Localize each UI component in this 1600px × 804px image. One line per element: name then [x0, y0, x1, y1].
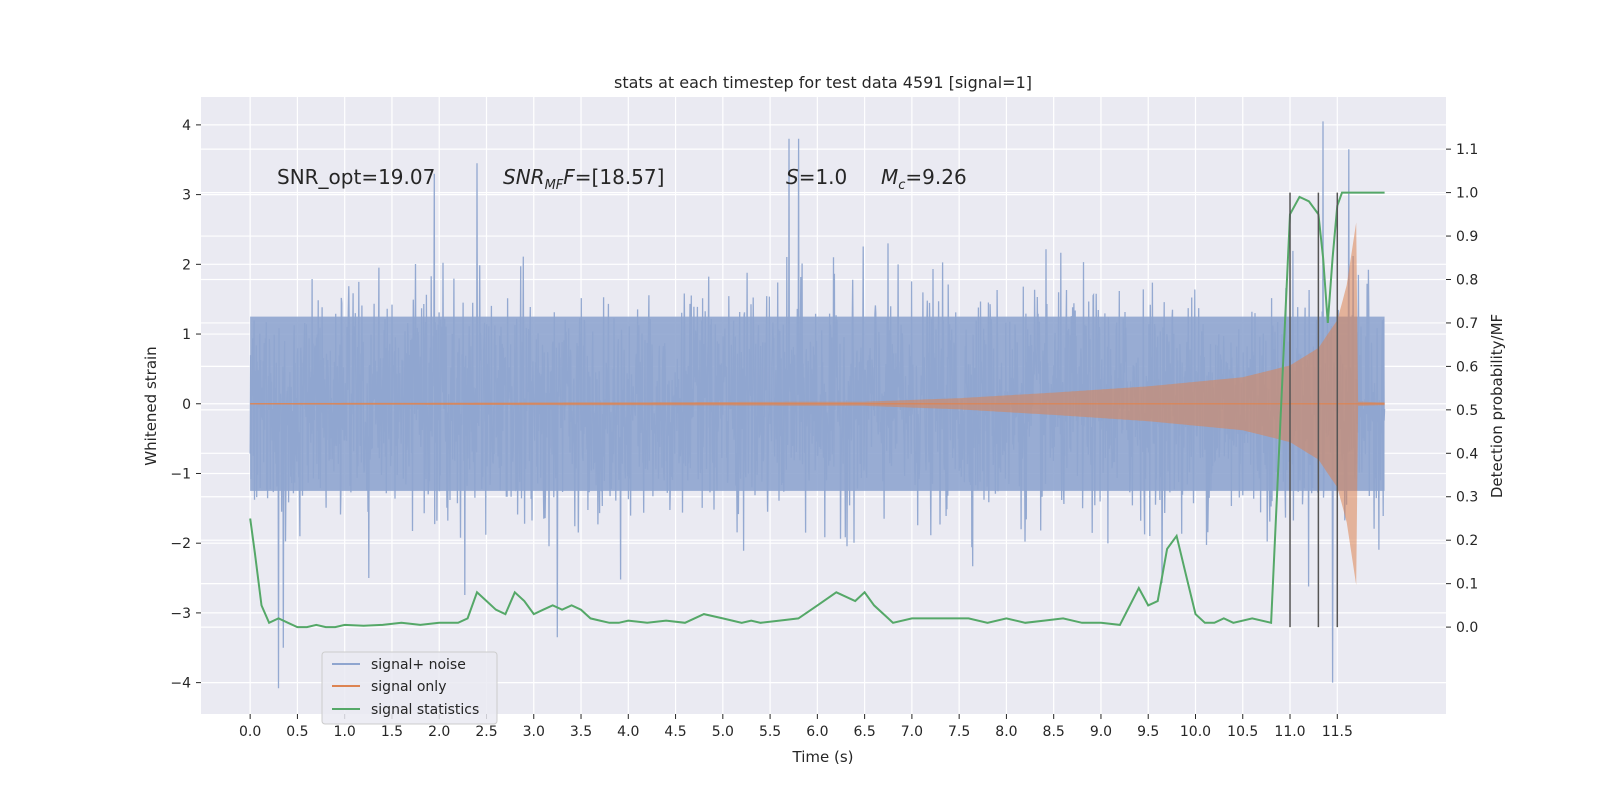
- y-right-tick-label-5: 0.5: [1456, 403, 1478, 419]
- y-right-tick-label-7: 0.7: [1456, 316, 1478, 332]
- x-tick-label-4: 2.0: [428, 724, 450, 740]
- x-tick-label-11: 5.5: [759, 724, 781, 740]
- annotation-snr-mf-base: SNR: [503, 165, 545, 189]
- x-tick-label-21: 10.5: [1227, 724, 1258, 740]
- y-right-tick-label-1: 0.1: [1456, 577, 1478, 593]
- y-axis-right-ticks: 0.0 0.1 0.2 0.3 0.4 0.5 0.6 0.7 0.8 0.9 1.0 1.1: [1446, 142, 1478, 636]
- y-axis-left-ticks: −4 −3 −2 −1 0 1 2 3 4: [170, 118, 201, 692]
- x-tick-label-17: 8.5: [1043, 724, 1065, 740]
- y-left-tick-label-1: −3: [170, 606, 191, 622]
- x-tick-label-2: 1.0: [334, 724, 356, 740]
- x-tick-label-23: 11.5: [1322, 724, 1353, 740]
- x-axis-ticks: 0.0 0.5 1.0 1.5 2.0 2.5 3.0 3.5 4.0 4.5 5.0 5.5 6.0 6…: [239, 714, 1353, 740]
- y-right-tick-label-3: 0.3: [1456, 490, 1478, 506]
- y-right-tick-label-10: 1.0: [1456, 186, 1478, 202]
- legend: signal+ noise signal only signal statist…: [321, 651, 498, 725]
- y-right-tick-label-9: 0.9: [1456, 229, 1478, 245]
- annotation-mc-value: =9.26: [905, 165, 966, 189]
- annotation-s: S=1.0: [786, 165, 847, 189]
- x-tick-label-19: 9.5: [1137, 724, 1159, 740]
- annotation-snr-opt: SNR_opt=19.07: [277, 165, 435, 189]
- x-tick-label-3: 1.5: [381, 724, 403, 740]
- x-tick-label-7: 3.5: [570, 724, 592, 740]
- y-left-tick-label-6: 2: [182, 257, 191, 273]
- y-right-tick-label-8: 0.8: [1456, 272, 1478, 288]
- x-tick-label-6: 3.0: [523, 724, 545, 740]
- y-left-tick-label-8: 4: [182, 118, 191, 134]
- annotation-mc-label: M: [881, 165, 898, 189]
- x-tick-label-10: 5.0: [712, 724, 734, 740]
- detection-markers: [1289, 192, 1339, 628]
- x-tick-label-18: 9.0: [1090, 724, 1112, 740]
- legend-box: [321, 651, 498, 725]
- y-right-tick-label-2: 0.2: [1456, 533, 1478, 549]
- y-right-tick-label-11: 1.1: [1456, 142, 1478, 158]
- x-tick-label-0: 0.0: [239, 724, 261, 740]
- x-tick-label-12: 6.0: [806, 724, 828, 740]
- legend-label-signal-only: signal only: [371, 679, 446, 695]
- x-tick-label-16: 8.0: [995, 724, 1017, 740]
- y-left-tick-label-0: −4: [170, 676, 191, 692]
- x-tick-label-8: 4.0: [617, 724, 639, 740]
- y-right-tick-label-4: 0.4: [1456, 446, 1478, 462]
- x-tick-label-1: 0.5: [286, 724, 308, 740]
- statistics-line: [249, 191, 1385, 629]
- annotation-snr-mf-f: F: [563, 165, 575, 189]
- annotation-s-label: S: [786, 165, 799, 189]
- y-left-tick-label-3: −1: [170, 466, 191, 482]
- x-tick-label-15: 7.5: [948, 724, 970, 740]
- y-left-tick-label-4: 0: [182, 397, 191, 413]
- legend-label-signal-noise: signal+ noise: [371, 657, 466, 673]
- x-tick-label-20: 10.0: [1180, 724, 1211, 740]
- y-axis-right-label: Detection probability/MF: [1488, 314, 1506, 498]
- y-right-tick-label-0: 0.0: [1456, 620, 1478, 636]
- x-axis-label: Time (s): [792, 748, 854, 766]
- x-tick-label-9: 4.5: [664, 724, 686, 740]
- x-tick-label-14: 7.0: [901, 724, 923, 740]
- legend-label-signal-statistics: signal statistics: [371, 702, 479, 718]
- chart-title: stats at each timestep for test data 459…: [614, 73, 1032, 92]
- y-left-tick-label-2: −2: [170, 536, 191, 552]
- annotation-snr-mf: SNRMFF=[18.57]: [503, 165, 664, 193]
- y-axis-left-label: Whitened strain: [142, 346, 160, 465]
- y-right-tick-label-6: 0.6: [1456, 359, 1478, 375]
- y-left-tick-label-5: 1: [182, 327, 191, 343]
- series-signal-only: [250, 222, 1385, 585]
- x-tick-label-22: 11.0: [1274, 724, 1305, 740]
- x-tick-label-13: 6.5: [853, 724, 875, 740]
- annotation-snr-mf-sub: MF: [545, 178, 564, 193]
- y-left-tick-label-7: 3: [182, 188, 191, 204]
- annotation-mc: Mc=9.26: [881, 165, 967, 193]
- annotation-mc-sub: c: [898, 178, 905, 193]
- annotation-s-value: =1.0: [799, 165, 848, 189]
- series-signal-statistics: [249, 191, 1385, 629]
- x-tick-label-5: 2.5: [475, 724, 497, 740]
- annotation-snr-mf-value: =[18.57]: [575, 165, 665, 189]
